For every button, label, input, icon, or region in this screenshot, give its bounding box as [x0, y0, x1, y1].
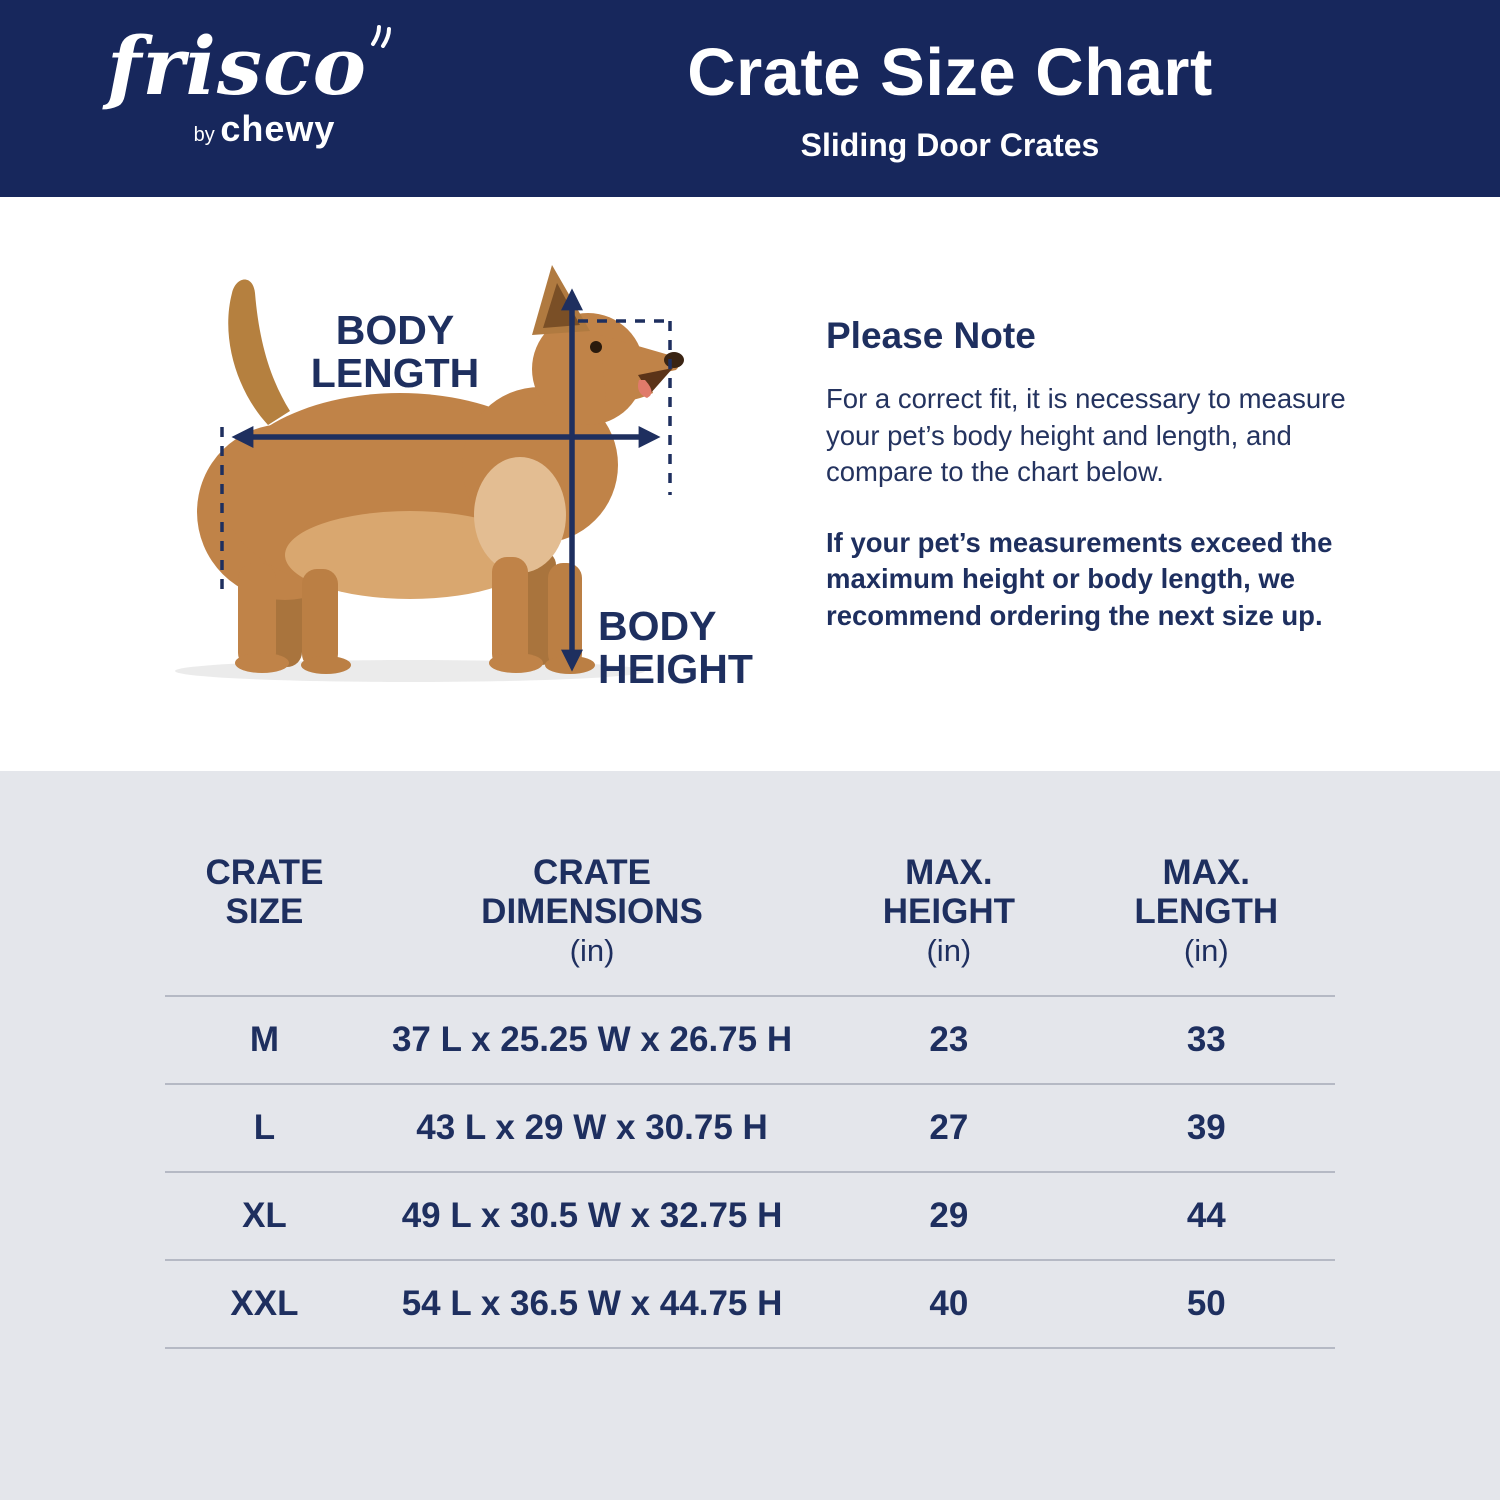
- header-banner: frisco by chewy Crate Size Chart Sliding…: [0, 0, 1500, 197]
- cell-crate-dimensions: 49 L x 30.5 W x 32.75 H: [363, 1171, 821, 1261]
- table-row: XL 49 L x 30.5 W x 32.75 H 29 44: [165, 1171, 1335, 1261]
- cell-crate-size: M: [165, 995, 364, 1085]
- cell-crate-size: XL: [165, 1171, 364, 1261]
- crate-size-table: CRATE SIZE CRATE DIMENSIONS (in) MAX. HE…: [165, 853, 1335, 1350]
- column-label: MAX. HEIGHT: [882, 853, 1015, 932]
- column-label: MAX. LENGTH: [1134, 853, 1279, 932]
- column-label: CRATE DIMENSIONS: [481, 853, 703, 932]
- column-unit: (in): [926, 933, 972, 969]
- cell-max-length: 44: [1077, 1171, 1335, 1261]
- cell-max-height: 27: [820, 1083, 1078, 1173]
- col-header-crate-dimensions: CRATE DIMENSIONS (in): [364, 853, 820, 996]
- cell-max-length: 50: [1077, 1259, 1335, 1350]
- column-label: CRATE SIZE: [205, 853, 324, 932]
- column-unit: (in): [1183, 933, 1229, 969]
- cell-crate-size: L: [165, 1083, 364, 1173]
- table-row: L 43 L x 29 W x 30.75 H 27 39: [165, 1083, 1335, 1173]
- col-header-max-length: MAX. LENGTH (in): [1078, 853, 1335, 996]
- cell-max-length: 39: [1077, 1083, 1335, 1173]
- column-unit: (in): [569, 933, 615, 969]
- col-header-crate-size: CRATE SIZE: [165, 853, 364, 996]
- note-paragraph: For a correct fit, it is necessary to me…: [826, 383, 1346, 488]
- size-table-section: CRATE SIZE CRATE DIMENSIONS (in) MAX. HE…: [0, 771, 1500, 1500]
- cell-crate-dimensions: 43 L x 29 W x 30.75 H: [363, 1083, 821, 1173]
- page-title: Crate Size Chart: [687, 35, 1213, 110]
- measurement-marks: [220, 288, 672, 672]
- dog-diagram-graphic: [175, 265, 684, 682]
- cell-crate-dimensions: 54 L x 36.5 W x 44.75 H: [363, 1259, 821, 1350]
- logo-brand-text: frisco: [106, 19, 368, 113]
- note-paragraph-bold: If your pet’s measurements exceed the ma…: [826, 526, 1333, 631]
- cell-max-height: 29: [820, 1171, 1078, 1261]
- page-subtitle: Sliding Door Crates: [800, 127, 1100, 163]
- measurement-section: BODY LENGTH BODY HEIGHT Please Note For …: [0, 197, 1500, 771]
- cell-max-length: 33: [1077, 995, 1335, 1085]
- logo-frisco-text: frisco: [82, 25, 392, 106]
- please-note-block: Please Note For a correct fit, it is nec…: [826, 315, 1386, 634]
- dog-measurement-figure: BODY LENGTH BODY HEIGHT: [0, 197, 800, 771]
- body-length-label: BODY LENGTH: [310, 307, 480, 397]
- logo-by-text: by: [193, 124, 215, 146]
- cell-max-height: 23: [820, 995, 1078, 1085]
- cell-crate-dimensions: 37 L x 25.25 W x 26.75 H: [363, 995, 821, 1085]
- logo-flourish-icon: [371, 25, 392, 48]
- table-header-row: CRATE SIZE CRATE DIMENSIONS (in) MAX. HE…: [165, 853, 1335, 996]
- cell-max-height: 40: [820, 1259, 1078, 1350]
- table-row: M 37 L x 25.25 W x 26.75 H 23 33: [165, 995, 1335, 1085]
- frisco-logo: frisco by chewy: [82, 25, 392, 150]
- logo-chewy-text: chewy: [220, 108, 336, 149]
- body-height-label: BODY HEIGHT: [598, 603, 753, 693]
- logo-byline: by chewy: [82, 108, 392, 150]
- col-header-max-height: MAX. HEIGHT (in): [820, 853, 1077, 996]
- note-heading: Please Note: [826, 315, 1036, 356]
- title-block: Crate Size Chart Sliding Door Crates: [400, 34, 1500, 164]
- table-row: XXL 54 L x 36.5 W x 44.75 H 40 50: [165, 1259, 1335, 1350]
- cell-crate-size: XXL: [165, 1259, 364, 1350]
